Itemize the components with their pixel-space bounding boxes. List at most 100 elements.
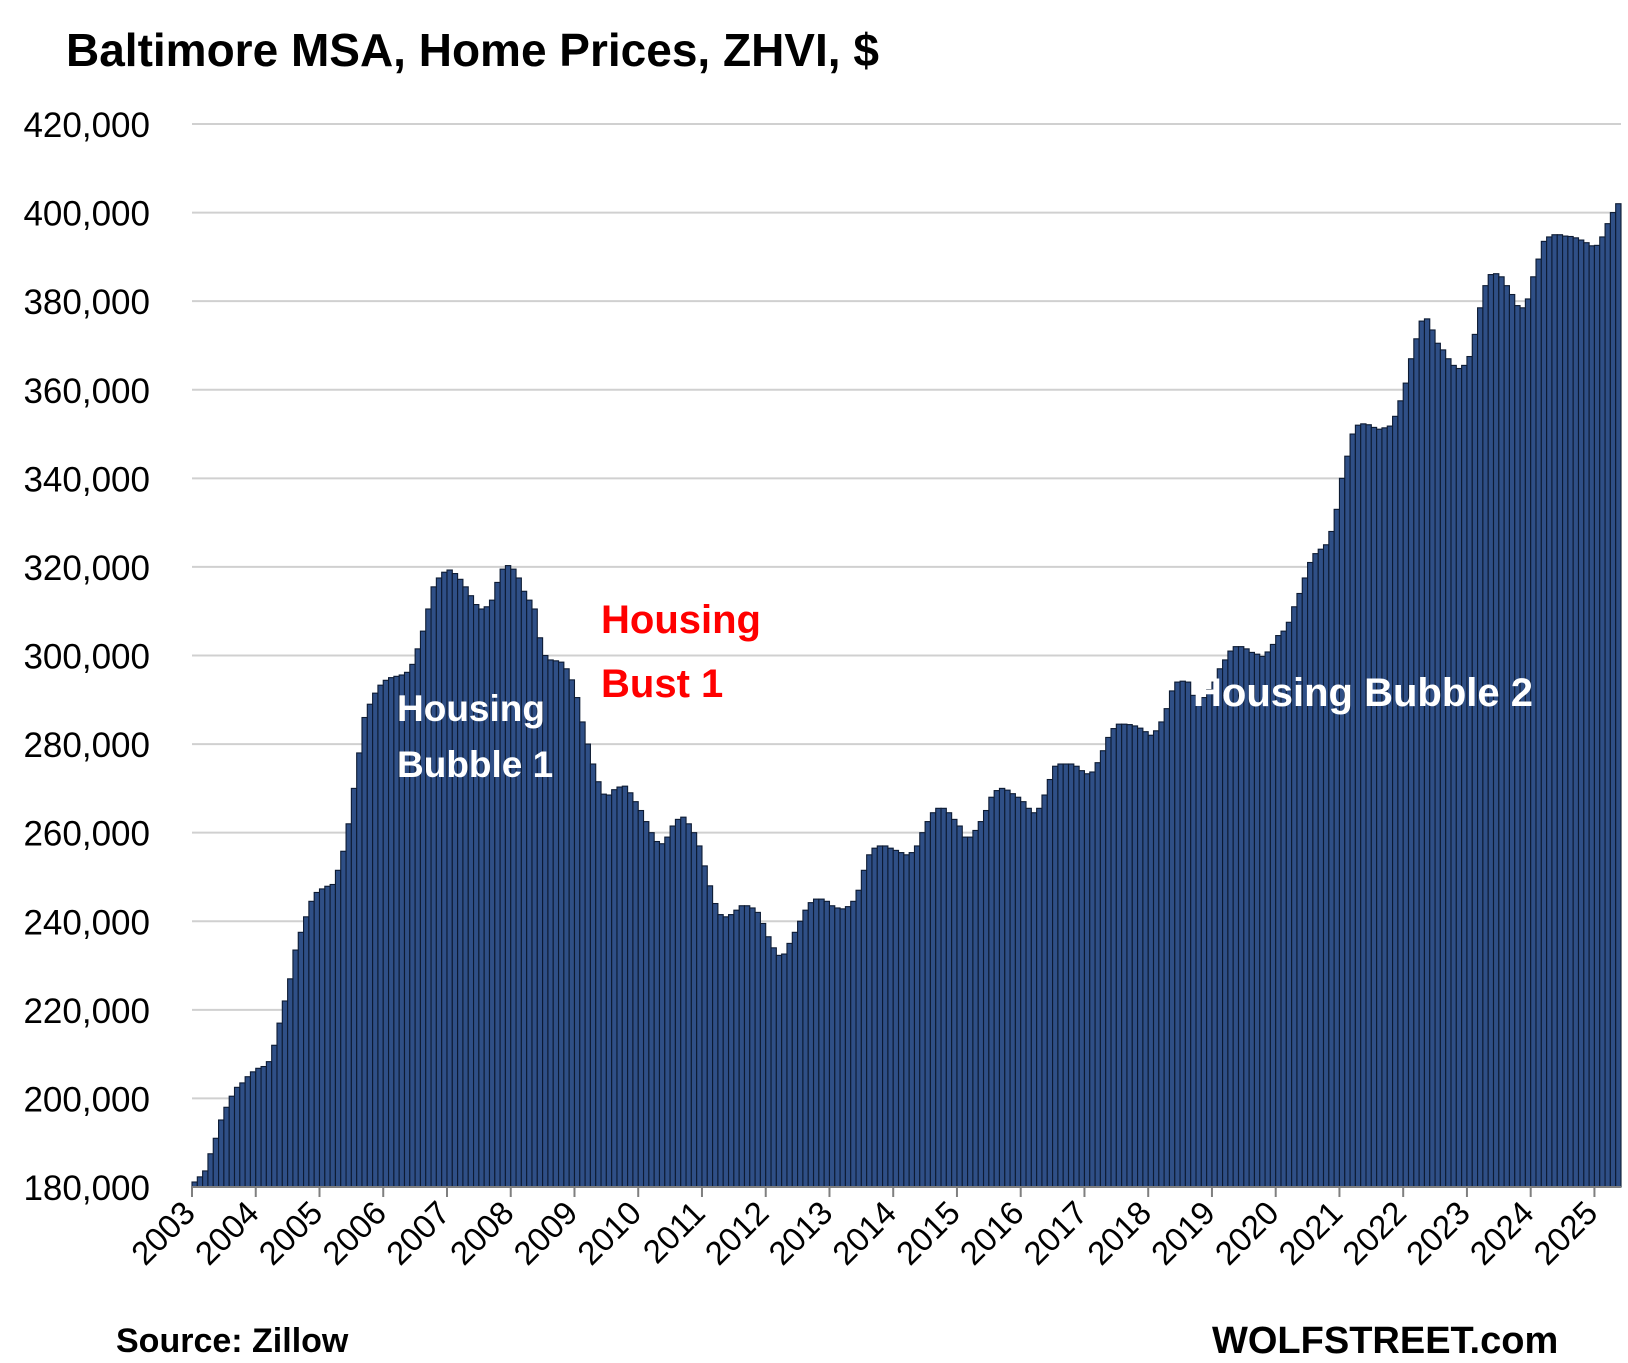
bar — [722, 916, 730, 1188]
bar — [860, 869, 868, 1188]
bar — [1588, 245, 1595, 1188]
bar — [228, 1095, 236, 1188]
bar — [1041, 794, 1048, 1188]
bar — [1450, 364, 1457, 1188]
bar — [276, 1022, 283, 1188]
annotation-bust1-line1: Housing — [601, 598, 761, 642]
bar — [1073, 765, 1080, 1188]
brand-label: WOLFSTREET.com — [1212, 1320, 1558, 1362]
bar — [1200, 697, 1208, 1188]
bar — [377, 684, 384, 1188]
bar — [1530, 276, 1537, 1188]
bar — [1078, 770, 1086, 1188]
bar — [765, 936, 772, 1188]
bar — [1540, 240, 1548, 1188]
bar — [1275, 635, 1282, 1188]
bar — [754, 911, 761, 1188]
y-tick-label: 360,000 — [23, 372, 150, 411]
bar — [1237, 646, 1245, 1188]
bar — [303, 916, 310, 1188]
bar — [1519, 307, 1526, 1188]
bar — [324, 885, 331, 1188]
bar — [1142, 731, 1149, 1188]
bar — [244, 1076, 251, 1188]
bar — [1535, 258, 1542, 1188]
x-tick-label: 2012 — [698, 1194, 776, 1272]
y-tick-label: 380,000 — [23, 283, 150, 322]
bar — [627, 792, 634, 1188]
bar — [908, 852, 916, 1188]
bar — [1025, 807, 1032, 1188]
bar — [202, 1170, 209, 1188]
annotations: Housing Bubble 1 Housing Bust 1 Housing … — [397, 598, 1533, 785]
bar — [451, 573, 459, 1188]
bar — [1110, 728, 1117, 1188]
bar — [823, 900, 831, 1188]
bar — [1423, 318, 1431, 1188]
bar — [1030, 812, 1038, 1188]
bar — [218, 1119, 225, 1188]
bar — [1455, 367, 1463, 1188]
bar — [441, 571, 448, 1188]
bar — [600, 793, 607, 1188]
bar — [584, 743, 591, 1188]
bar — [664, 836, 671, 1188]
y-tick-label: 240,000 — [23, 903, 150, 942]
bar — [1014, 796, 1022, 1188]
bar — [589, 763, 597, 1188]
y-axis: 180,000 200,000 220,000 240,000 260,000 280,0… — [23, 106, 150, 1208]
bar — [1036, 807, 1043, 1188]
bar — [674, 818, 682, 1188]
x-tick-label: 2017 — [1016, 1194, 1094, 1272]
bar — [1344, 455, 1351, 1188]
bar — [951, 818, 958, 1188]
bar — [547, 659, 554, 1188]
bar — [462, 586, 469, 1188]
annotation-bubble2: Housing Bubble 2 — [1193, 671, 1533, 715]
bar — [632, 801, 639, 1188]
bar — [271, 1044, 278, 1188]
bar — [573, 697, 581, 1188]
y-tick-label: 220,000 — [23, 992, 150, 1031]
bar — [605, 794, 613, 1188]
bar — [1551, 234, 1558, 1188]
y-tick-label: 320,000 — [23, 549, 150, 588]
bar — [196, 1176, 204, 1188]
bar — [637, 809, 645, 1188]
bar — [366, 703, 374, 1188]
x-tick-label: 2005 — [251, 1194, 329, 1272]
bar — [1147, 734, 1155, 1188]
bar — [1413, 338, 1420, 1188]
bar — [446, 569, 453, 1188]
annotation-bubble1-line1: Housing — [397, 688, 545, 729]
bar — [988, 796, 995, 1188]
y-tick-label: 180,000 — [23, 1169, 150, 1208]
bar — [1471, 333, 1479, 1188]
bar — [897, 852, 905, 1188]
bar — [308, 900, 315, 1188]
bar — [1009, 793, 1016, 1188]
bar — [435, 577, 443, 1188]
annotation-bust1-line2: Bust 1 — [601, 662, 723, 706]
bar — [1556, 234, 1564, 1188]
bar — [961, 836, 969, 1188]
bar — [770, 947, 777, 1188]
bar — [1328, 530, 1335, 1188]
bar — [818, 898, 825, 1188]
bar — [430, 586, 437, 1188]
bar — [318, 888, 326, 1188]
bar — [287, 978, 294, 1188]
bar — [1487, 274, 1495, 1188]
bar — [1503, 285, 1510, 1188]
bar — [690, 832, 698, 1188]
bar — [653, 840, 661, 1188]
bar — [542, 654, 549, 1188]
bar — [494, 581, 501, 1188]
bar — [499, 568, 506, 1188]
bar — [233, 1086, 241, 1188]
bar — [712, 902, 719, 1188]
bar — [361, 716, 368, 1188]
y-tick-label: 200,000 — [23, 1080, 150, 1119]
bar — [1168, 690, 1176, 1188]
bar — [1067, 763, 1075, 1188]
